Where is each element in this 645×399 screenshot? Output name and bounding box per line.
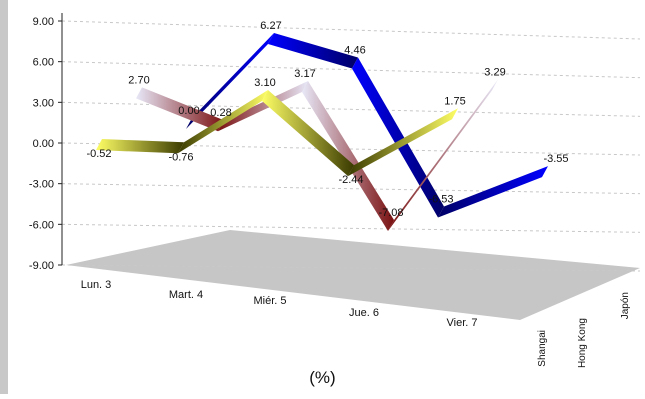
data-label: -0.76 bbox=[168, 151, 193, 163]
y-tick-label: 3.00 bbox=[33, 97, 54, 109]
left-border-strip bbox=[0, 0, 8, 394]
ribbon-segment bbox=[218, 81, 308, 132]
data-label: 4.46 bbox=[344, 45, 365, 57]
series-axis-label: Shangai bbox=[537, 330, 548, 367]
y-tick-label: -3.00 bbox=[29, 179, 54, 191]
data-label: 2.70 bbox=[128, 74, 149, 86]
grid-line bbox=[61, 183, 641, 195]
ribbon-segment bbox=[136, 87, 224, 132]
chart-caption: (%) bbox=[309, 368, 336, 387]
y-axis: 9.00 6.00 3.00 0.00 -3.00 -6.00 -9.00 bbox=[29, 13, 63, 272]
data-label: -2.44 bbox=[338, 174, 363, 186]
ribbon-segment bbox=[186, 33, 274, 129]
floor-plane bbox=[66, 230, 640, 320]
grid-line bbox=[61, 101, 641, 117]
x-tick-label: Jue. 6 bbox=[349, 307, 379, 319]
grid-line bbox=[61, 264, 641, 272]
data-label: 3.29 bbox=[484, 66, 505, 78]
series-ribbons bbox=[96, 33, 548, 231]
ribbon-segment bbox=[302, 81, 394, 231]
y-tick-label: 6.00 bbox=[33, 57, 54, 69]
x-tick-label: Vier. 7 bbox=[447, 317, 478, 329]
x-axis: Lun. 3 Mart. 4 Miér. 5 Jue. 6 Vier. 7 bbox=[81, 279, 478, 329]
grid-line bbox=[61, 61, 641, 79]
data-label: 0.00 bbox=[178, 105, 199, 117]
data-label: -0.52 bbox=[86, 148, 111, 160]
ribbon-segment bbox=[96, 139, 184, 154]
data-label: -3.55 bbox=[543, 153, 568, 165]
y-tick-label: 9.00 bbox=[33, 16, 54, 28]
data-label: 6.27 bbox=[260, 20, 281, 32]
y-tick-label: 0.00 bbox=[33, 138, 54, 150]
data-label: 3.10 bbox=[254, 77, 275, 89]
data-label: -7.08 bbox=[378, 207, 403, 219]
series-axis: Shangai Hong Kong Japón bbox=[537, 292, 631, 368]
ribbon-segment bbox=[352, 57, 444, 218]
y-tick-label: -6.00 bbox=[29, 219, 54, 231]
data-label: -6.53 bbox=[428, 194, 453, 206]
ribbon-segment bbox=[438, 166, 548, 218]
ribbon-segment bbox=[268, 33, 358, 69]
series-axis-label: Japón bbox=[620, 292, 631, 319]
data-label: 1.75 bbox=[444, 95, 465, 107]
ribbon-segment bbox=[388, 79, 498, 231]
data-label: 3.17 bbox=[294, 68, 315, 80]
series-axis-label: Hong Kong bbox=[577, 318, 588, 368]
ribbon-segment bbox=[178, 89, 268, 154]
ribbon-segment bbox=[348, 108, 458, 177]
x-tick-label: Mart. 4 bbox=[169, 289, 203, 301]
grid-line bbox=[61, 223, 641, 233]
data-labels: 0.00 6.27 4.46 -6.53 -3.55 2.70 0.28 3.17 -7.08 3… bbox=[86, 20, 568, 219]
x-tick-label: Miér. 5 bbox=[253, 295, 286, 307]
y-tick-label: -9.00 bbox=[29, 260, 54, 272]
data-label: 0.28 bbox=[210, 107, 231, 119]
grid-line bbox=[61, 20, 641, 40]
ribbon-segment bbox=[262, 89, 354, 177]
x-tick-label: Lun. 3 bbox=[81, 279, 112, 291]
